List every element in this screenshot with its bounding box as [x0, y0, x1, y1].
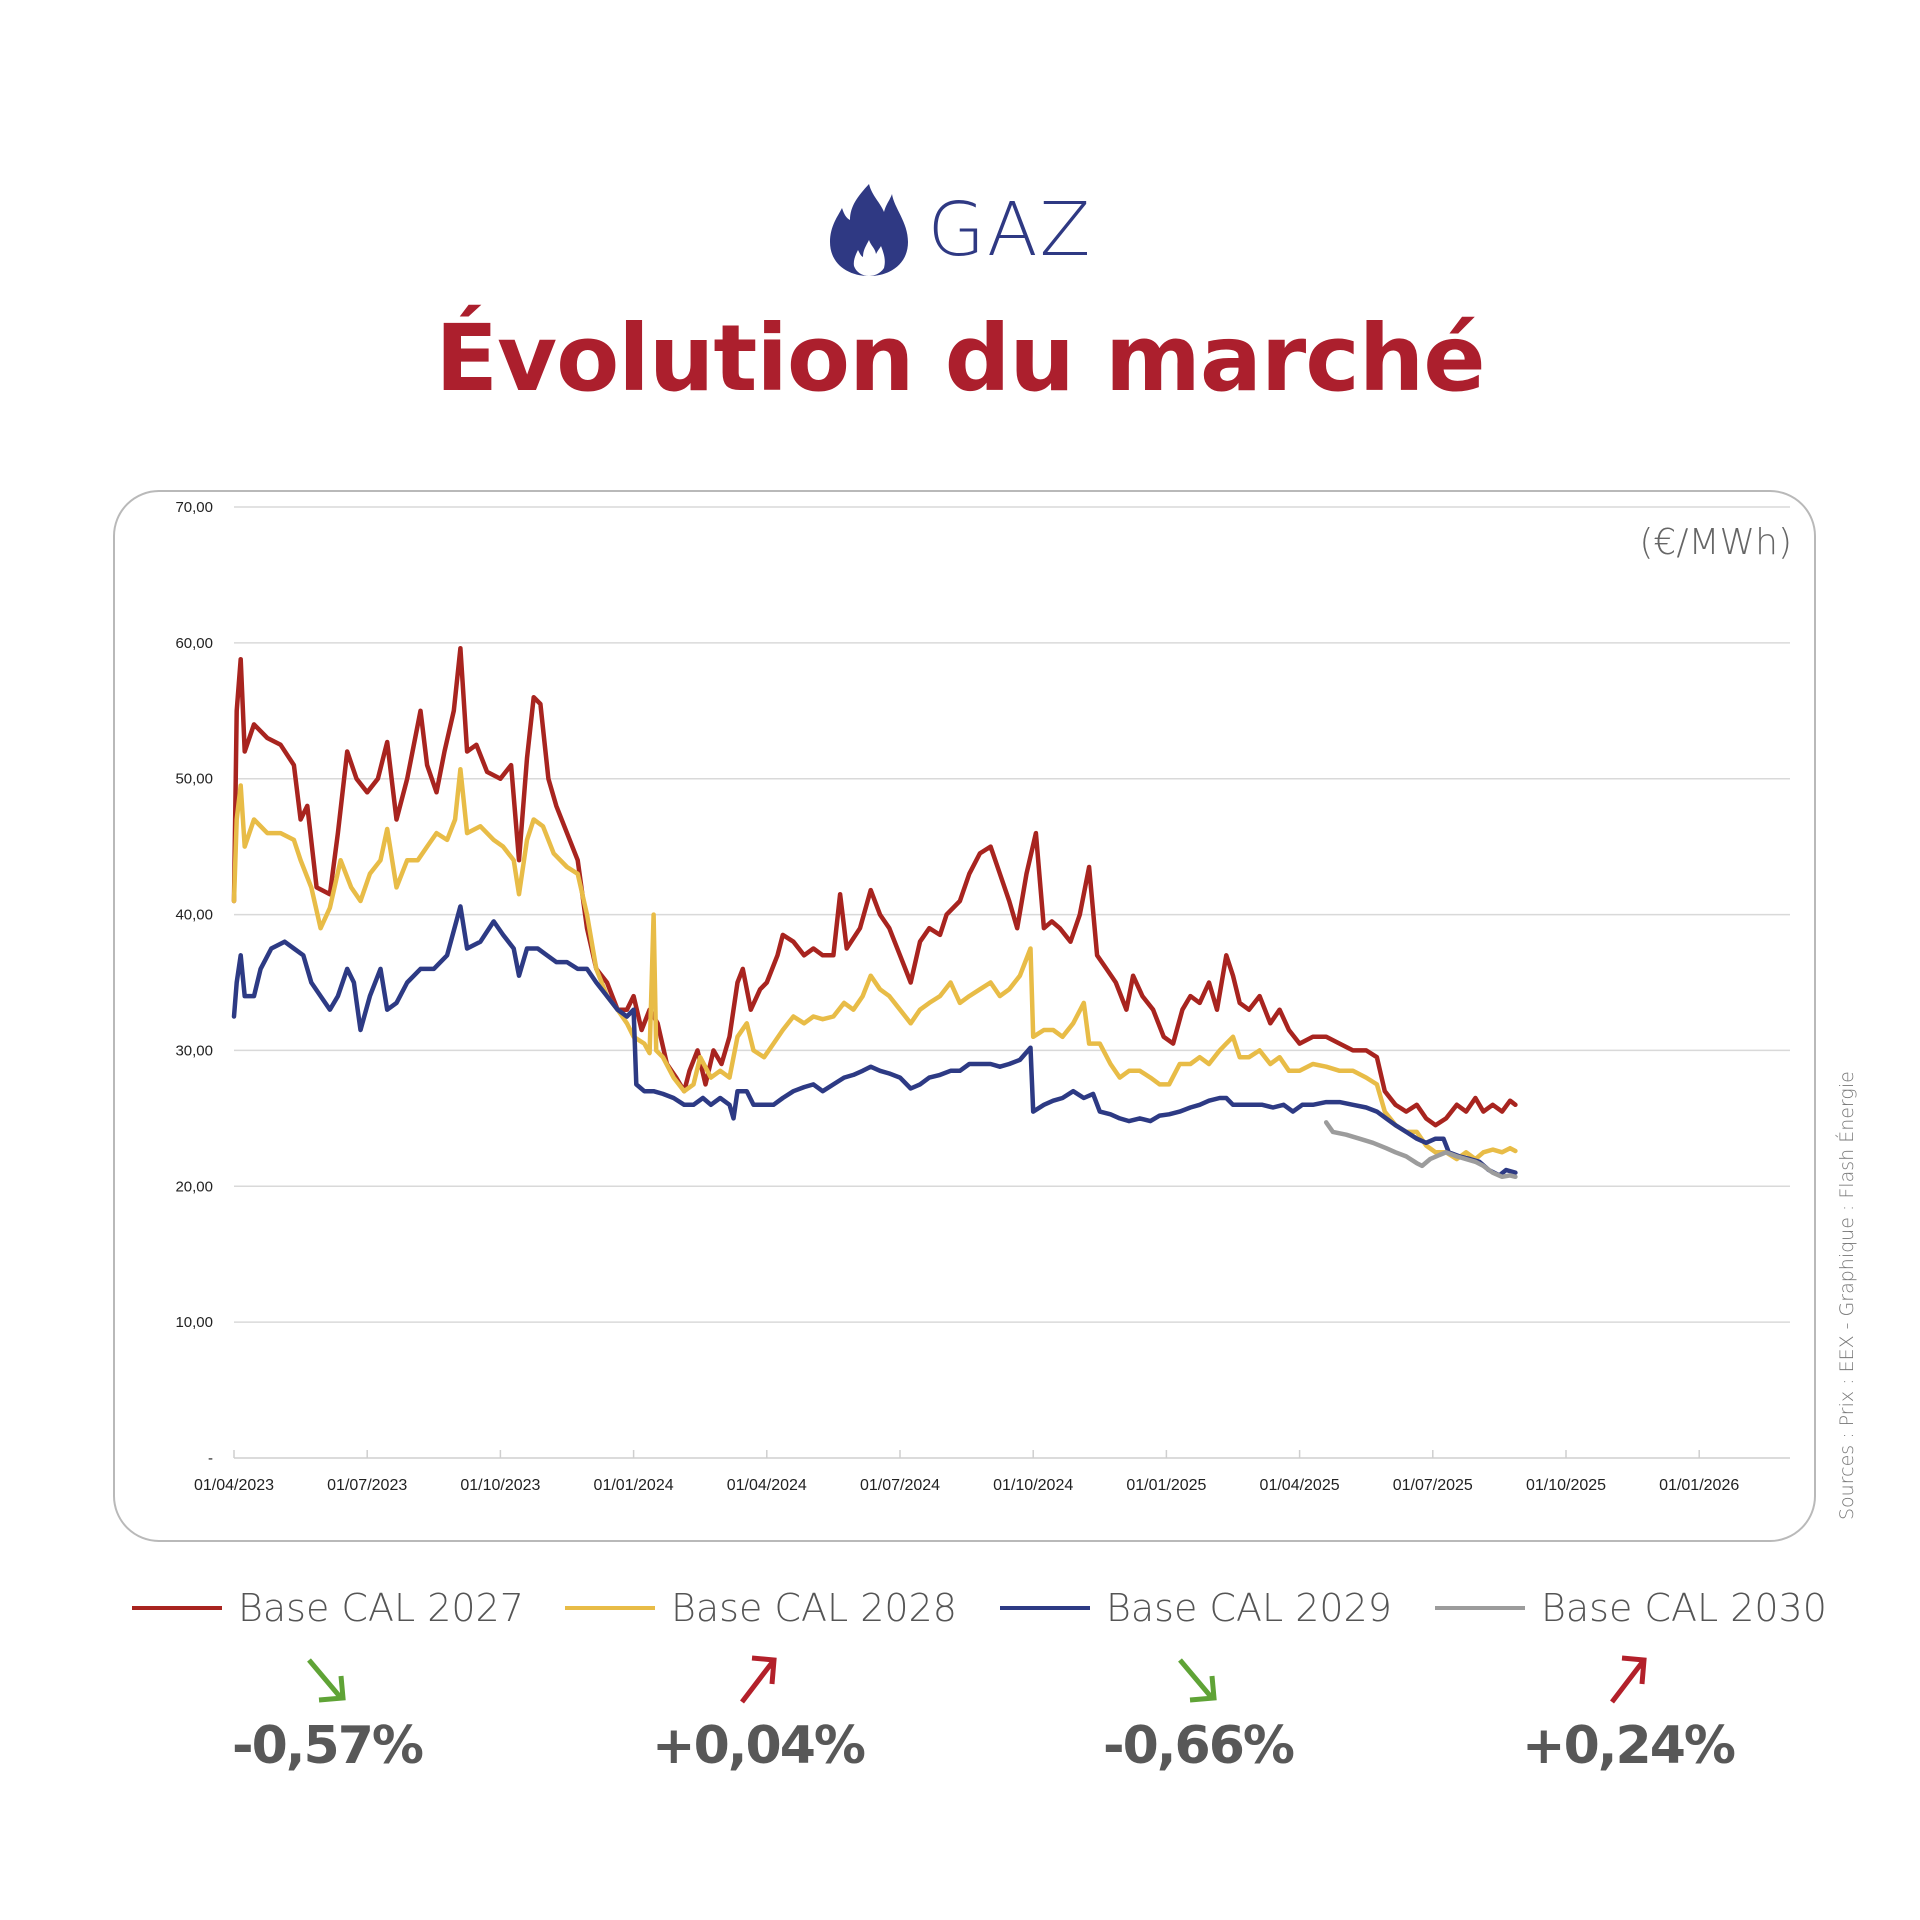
svg-text:01/07/2024: 01/07/2024 [860, 1477, 940, 1494]
chart-series [231, 646, 1518, 1180]
change-cal2028: +0,04% [608, 1650, 908, 1776]
legend-swatch [132, 1606, 222, 1610]
source-note: Sources : Prix : EEX - Graphique : Flash… [1836, 1071, 1858, 1520]
svg-text:01/10/2025: 01/10/2025 [1526, 1477, 1606, 1494]
svg-text:01/01/2025: 01/01/2025 [1126, 1477, 1206, 1494]
chart-frame: (€/MWh) [113, 490, 1816, 1542]
svg-text:50,00: 50,00 [175, 771, 213, 788]
legend-label: Base CAL 2028 [671, 1586, 957, 1630]
svg-text:10,00: 10,00 [175, 1314, 213, 1331]
arrow-down-right-icon [1178, 1658, 1217, 1703]
svg-text:01/04/2024: 01/04/2024 [727, 1477, 807, 1494]
arrow-up-right-icon [1610, 1655, 1647, 1704]
x-axis: 01/04/2023 01/07/2023 01/10/2023 01/01/2024… [194, 1450, 1739, 1494]
series-base-cal-2030 [1323, 1120, 1518, 1180]
change-value: -0,66% [1103, 1716, 1295, 1776]
legend-swatch [565, 1606, 655, 1610]
brand: GAZ [0, 175, 1920, 285]
change-value: +0,04% [652, 1716, 866, 1776]
change-cal2027: -0,57% [177, 1650, 477, 1776]
legend-item-cal2027: Base CAL 2027 [132, 1578, 524, 1638]
legend-label: Base CAL 2030 [1541, 1586, 1827, 1630]
chart-grid [234, 506, 1790, 1459]
page-title: Évolution du marché [435, 305, 1485, 412]
series-base-cal-2027 [231, 646, 1518, 1128]
legend-label: Base CAL 2027 [238, 1586, 524, 1630]
legend-label: Base CAL 2029 [1106, 1586, 1392, 1630]
svg-text:01/10/2023: 01/10/2023 [460, 1477, 540, 1494]
svg-text:01/07/2025: 01/07/2025 [1393, 1477, 1473, 1494]
legend-item-cal2030: Base CAL 2030 [1435, 1578, 1827, 1638]
series-base-cal-2028 [231, 766, 1518, 1162]
svg-text:01/07/2023: 01/07/2023 [327, 1477, 407, 1494]
flame-icon [829, 184, 908, 276]
svg-text:01/04/2025: 01/04/2025 [1260, 1477, 1340, 1494]
svg-text:20,00: 20,00 [175, 1178, 213, 1195]
unit-label: (€/MWh) [1639, 522, 1792, 563]
change-value: +0,24% [1522, 1716, 1736, 1776]
brand-label: GAZ [927, 187, 1093, 273]
svg-text:01/01/2024: 01/01/2024 [594, 1477, 674, 1494]
svg-text:30,00: 30,00 [175, 1042, 213, 1059]
legend-swatch [1435, 1606, 1525, 1610]
series-base-cal-2029 [231, 904, 1518, 1178]
svg-text:60,00: 60,00 [175, 635, 213, 652]
svg-text:40,00: 40,00 [175, 907, 213, 924]
legend-item-cal2028: Base CAL 2028 [565, 1578, 957, 1638]
change-value: -0,57% [232, 1716, 424, 1776]
arrow-up-right-icon [740, 1655, 777, 1704]
header: GAZ [0, 175, 1920, 285]
y-axis: - 10,00 20,00 30,00 40,00 50,00 60,00 70,00 [175, 499, 213, 1467]
svg-text:01/04/2023: 01/04/2023 [194, 1477, 274, 1494]
change-cal2029: -0,66% [1048, 1650, 1348, 1776]
arrow-down-right-icon [307, 1658, 346, 1703]
svg-text:01/01/2026: 01/01/2026 [1659, 1477, 1739, 1494]
svg-text:70,00: 70,00 [175, 499, 213, 516]
change-cal2030: +0,24% [1478, 1650, 1778, 1776]
svg-text:-: - [208, 1450, 213, 1467]
legend-item-cal2029: Base CAL 2029 [1000, 1578, 1392, 1638]
svg-text:01/10/2024: 01/10/2024 [993, 1477, 1073, 1494]
line-chart: - 10,00 20,00 30,00 40,00 50,00 60,00 70,00 01/… [175, 499, 1790, 1494]
legend: Base CAL 2027 Base CAL 2028 Base CAL 202… [0, 1578, 1920, 1638]
legend-swatch [1000, 1606, 1090, 1610]
